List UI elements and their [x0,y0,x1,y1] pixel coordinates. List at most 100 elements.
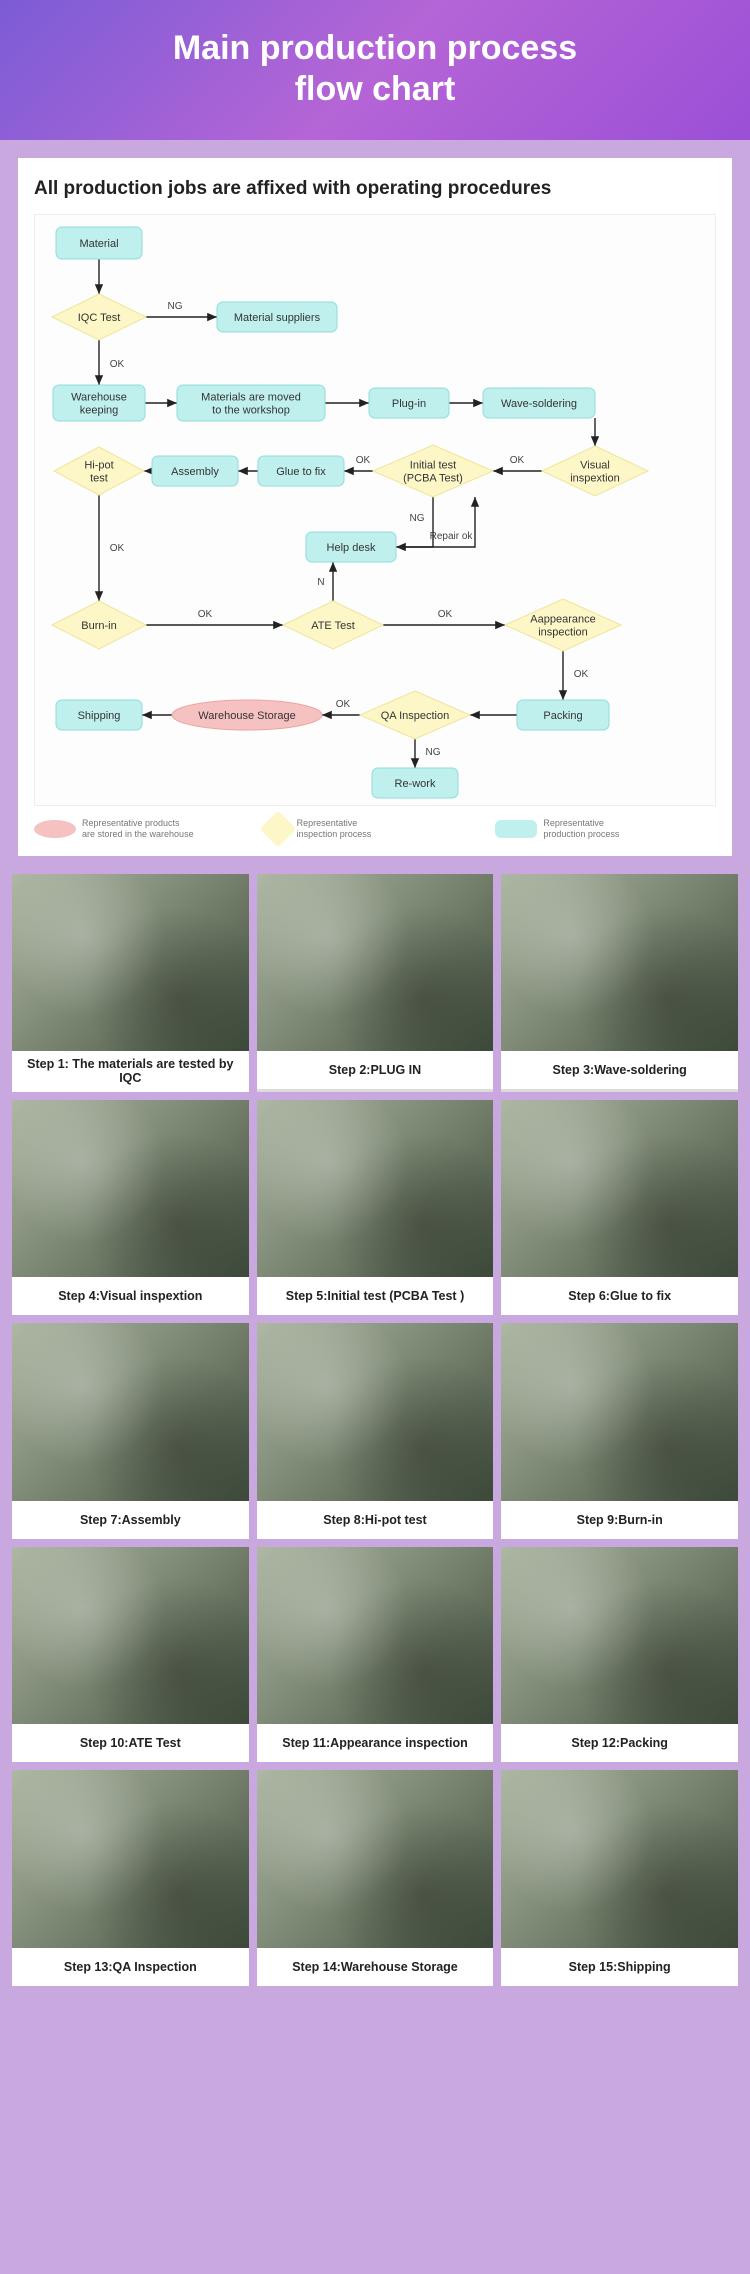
svg-text:inspection: inspection [538,626,588,638]
svg-text:IQC Test: IQC Test [78,312,121,324]
legend-swatch [259,810,296,847]
step-photo [501,1100,738,1278]
step-card: Step 11:Appearance inspection [257,1547,494,1763]
node-iqc: IQC Test [52,294,146,340]
node-hipot: Hi-pottest [54,447,144,495]
svg-text:Plug-in: Plug-in [392,398,426,410]
flowchart-svg: NGOKOKOKNGRepair okOKOKNOKOKOKNGMaterial… [35,215,715,805]
node-workshop: Materials are movedto the workshop [177,385,325,421]
node-rework: Re-work [372,768,458,798]
legend-item: Representativeinspection process [265,816,486,842]
svg-text:N: N [317,577,324,588]
svg-text:Shipping: Shipping [78,710,121,722]
step-label: Step 7:Assembly [12,1501,249,1539]
step-label: Step 6:Glue to fix [501,1277,738,1315]
svg-text:OK: OK [356,455,371,466]
node-wave: Wave-soldering [483,388,595,418]
node-supplier: Material suppliers [217,302,337,332]
legend-text: Representativeinspection process [297,818,372,839]
step-card: Step 6:Glue to fix [501,1100,738,1316]
step-photo [12,1547,249,1724]
step-card: Step 1: The materials are tested by IQC [12,874,249,1092]
svg-text:NG: NG [168,301,183,312]
step-photo [12,1323,249,1500]
step-card: Step 2:PLUG IN [257,874,494,1092]
step-card: Step 4:Visual inspextion [12,1100,249,1316]
step-photo [257,1547,494,1725]
svg-text:QA Inspection: QA Inspection [381,710,450,722]
step-card: Step 9:Burn-in [501,1323,738,1539]
step-photo [257,1100,494,1278]
step-photo [501,874,738,1052]
title-line1: Main production process [173,29,577,67]
svg-text:Material suppliers: Material suppliers [234,312,321,324]
flowchart-title: All production jobs are affixed with ope… [34,178,716,200]
step-card: Step 10:ATE Test [12,1547,249,1763]
step-label: Step 12:Packing [501,1724,738,1762]
step-photo [12,1100,249,1277]
legend: Representative productsare stored in the… [34,816,716,842]
step-photo [501,1770,738,1948]
step-card: Step 5:Initial test (PCBA Test ) [257,1100,494,1316]
step-photo [12,874,249,1051]
svg-text:to the workshop: to the workshop [212,404,290,416]
legend-swatch [34,820,76,838]
node-visual: Visualinspextion [542,446,648,496]
node-qa: QA Inspection [360,691,470,739]
svg-text:Materials are moved: Materials are moved [201,391,301,403]
svg-text:OK: OK [438,609,453,620]
svg-text:ATE Test: ATE Test [311,620,355,632]
node-ate: ATE Test [283,601,383,649]
step-card: Step 7:Assembly [12,1323,249,1539]
svg-text:Wave-soldering: Wave-soldering [501,398,577,410]
svg-text:keeping: keeping [80,404,119,416]
svg-text:NG: NG [426,747,441,758]
legend-text: Representativeproduction process [543,818,619,839]
svg-text:Warehouse: Warehouse [71,391,127,403]
step-photo [501,1547,738,1725]
step-label: Step 10:ATE Test [12,1724,249,1762]
node-helpdesk: Help desk [306,532,396,562]
svg-text:Hi-pot: Hi-pot [84,459,113,471]
node-plugin: Plug-in [369,388,449,418]
svg-text:Material: Material [79,238,118,250]
svg-text:Glue to fix: Glue to fix [276,466,326,478]
svg-text:Repair ok: Repair ok [430,531,474,542]
page-title: Main production process flow chart [10,28,740,110]
page-header: Main production process flow chart [0,0,750,140]
svg-text:OK: OK [574,669,589,680]
step-card: Step 13:QA Inspection [12,1770,249,1986]
step-label: Step 13:QA Inspection [12,1948,249,1986]
svg-text:Help desk: Help desk [327,542,376,554]
svg-text:Visual: Visual [580,459,610,471]
legend-item: Representativeproduction process [495,818,716,839]
node-storage: Warehouse Storage [172,700,322,730]
svg-text:Initial test: Initial test [410,459,456,471]
step-label: Step 15:Shipping [501,1948,738,1986]
node-initial: Initial test(PCBA Test) [373,445,493,497]
step-card: Step 3:Wave-soldering [501,874,738,1092]
svg-text:Burn-in: Burn-in [81,620,116,632]
svg-text:Warehouse Storage: Warehouse Storage [198,710,295,722]
node-glue: Glue to fix [258,456,344,486]
svg-text:NG: NG [410,513,425,524]
step-card: Step 12:Packing [501,1547,738,1763]
step-label: Step 9:Burn-in [501,1501,738,1539]
svg-text:OK: OK [198,609,213,620]
node-packing: Packing [517,700,609,730]
step-label: Step 14:Warehouse Storage [257,1948,494,1986]
node-material: Material [56,227,142,259]
step-card: Step 15:Shipping [501,1770,738,1986]
node-appear: Aappearanceinspection [505,599,621,651]
node-burnin: Burn-in [52,601,146,649]
step-label: Step 3:Wave-soldering [501,1051,738,1089]
svg-text:Packing: Packing [543,710,582,722]
step-label: Step 1: The materials are tested by IQC [12,1051,249,1092]
step-label: Step 5:Initial test (PCBA Test ) [257,1277,494,1315]
svg-text:OK: OK [336,699,351,710]
step-photo [12,1770,249,1947]
node-shipping: Shipping [56,700,142,730]
step-label: Step 4:Visual inspextion [12,1277,249,1315]
svg-text:OK: OK [110,359,125,370]
step-photo [257,874,494,1052]
